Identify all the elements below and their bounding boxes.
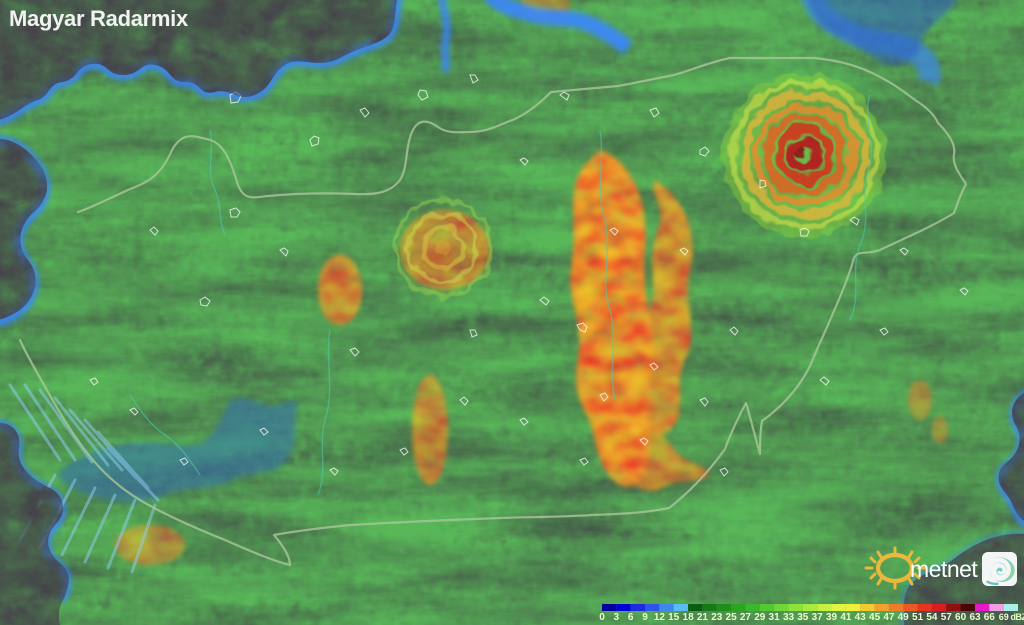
svg-text:37: 37 [812,612,824,623]
svg-text:41: 41 [840,612,852,623]
svg-text:25: 25 [726,612,738,623]
svg-text:metnet: metnet [910,556,978,582]
svg-text:0: 0 [599,612,605,623]
svg-text:23: 23 [711,612,723,623]
svg-text:15: 15 [668,612,680,623]
svg-text:66: 66 [984,612,996,623]
svg-text:18: 18 [683,612,695,623]
svg-text:31: 31 [769,612,781,623]
svg-text:54: 54 [926,612,938,623]
svg-text:43: 43 [855,612,867,623]
svg-text:21: 21 [697,612,709,623]
svg-text:6: 6 [628,612,634,623]
svg-text:29: 29 [754,612,766,623]
svg-text:69: 69 [999,612,1009,622]
svg-text:33: 33 [783,612,795,623]
svg-text:12: 12 [654,612,666,623]
svg-text:63: 63 [969,612,981,623]
svg-text:9: 9 [642,612,648,623]
svg-text:47: 47 [883,612,895,623]
svg-text:27: 27 [740,612,752,623]
svg-text:49: 49 [898,612,910,623]
svg-text:45: 45 [869,612,881,623]
svg-text:dBZ: dBZ [1011,612,1024,622]
svg-text:60: 60 [955,612,967,623]
svg-text:57: 57 [941,612,953,623]
svg-text:35: 35 [797,612,809,623]
svg-text:3: 3 [614,612,620,623]
svg-text:51: 51 [912,612,924,623]
svg-text:39: 39 [826,612,838,623]
